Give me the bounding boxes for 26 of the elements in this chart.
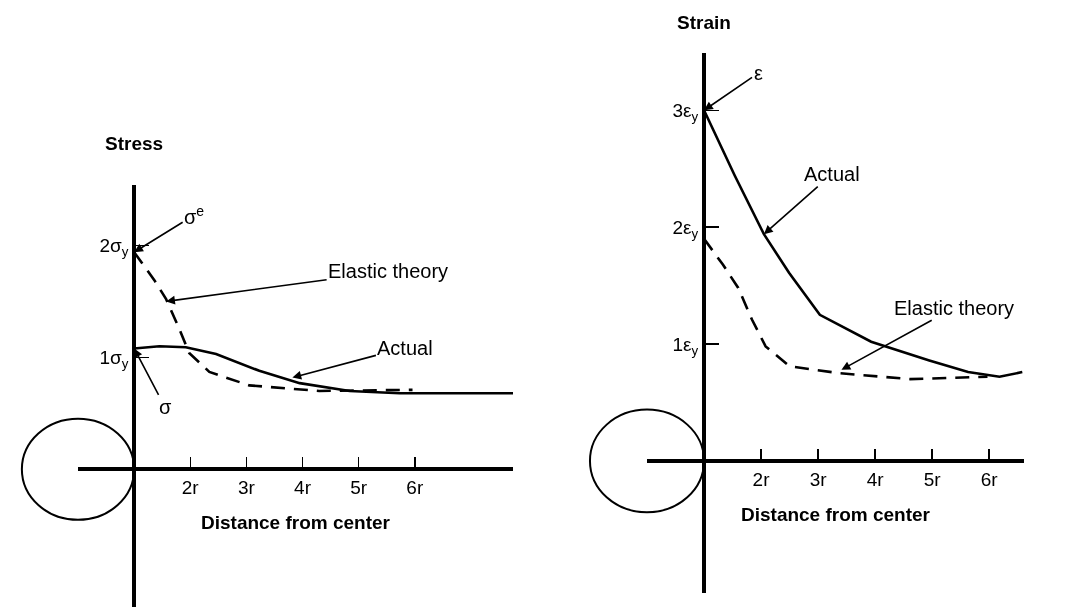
y-tick-label: 3ε$_{y}$ (672, 99, 699, 124)
annotation: ε (754, 62, 763, 84)
x-tick-label: 4r (294, 477, 312, 499)
x-tick-label: 5r (923, 468, 942, 490)
x-tick-label: 3r (237, 477, 256, 499)
annotation: σ$^{e}$ (184, 203, 205, 229)
annotation: σ (159, 396, 172, 418)
y-tick-label: 1σ$_{y}$ (99, 347, 129, 372)
x-tick-label: 5r (350, 477, 368, 499)
x-tick-label: 6r (406, 477, 424, 499)
x-tick-label: 2r (752, 468, 771, 490)
annotation: Elastic theory (328, 260, 449, 282)
y-tick-label: 2ε$_{y}$ (672, 216, 699, 241)
x-axis-title: Distance from center (740, 504, 931, 526)
y-tick-label: 1ε$_{y}$ (672, 333, 699, 358)
chart-title: Stress (105, 132, 164, 154)
x-tick-label: 2r (181, 477, 200, 499)
x-tick-label: 4r (866, 468, 885, 490)
annotation: Actual (804, 163, 860, 185)
x-tick-label: 3r (809, 468, 828, 490)
annotation: Elastic theory (894, 297, 1015, 319)
x-tick-label: 6r (980, 468, 999, 490)
chart-title: Strain (677, 11, 731, 33)
y-tick-label: 2σ$_{y}$ (99, 235, 129, 260)
x-axis-title: Distance from center (200, 512, 391, 534)
annotation: Actual (377, 337, 433, 359)
